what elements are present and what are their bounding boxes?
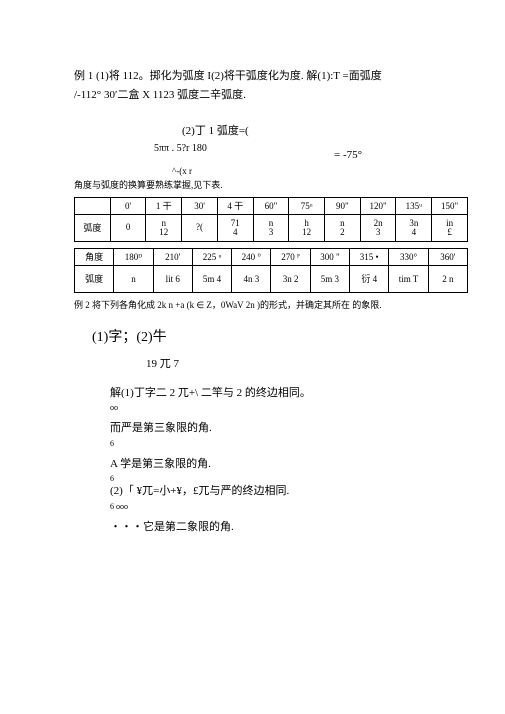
sol-1c-sub: 6 [110,474,471,483]
sol-1b: 而严是第三象限的角. [110,420,471,437]
angle-table-1: 0' 1 干 30' 4 干 60" 75ᵘ 90" 120" 135ᵘ 150… [74,197,468,242]
cell: 360' [428,248,467,265]
eq-result: = -75° [334,148,362,163]
sol-2a: (2)「 ¥兀=小+¥，£兀与严的终边相同. [110,483,471,500]
cell: 210' [153,248,192,265]
cell: h12 [289,214,325,241]
cell: 衍 4 [350,265,389,292]
table-row: 弧度 n lit 6 5m 4 4n 3 3n 2 5m 3 衍 4 tim T… [75,265,468,292]
cell: 150" [432,197,468,214]
cell: n [114,265,153,292]
cell: 714 [217,214,253,241]
cell: 1 干 [146,197,182,214]
cell: 240 ° [232,248,271,265]
cell: 4n 3 [232,265,271,292]
cell: 60" [253,197,289,214]
cell: 330° [389,248,428,265]
sol-1a: 解(1)丁字二 2 兀+\ 二竿与 2 的终边相同。 [110,385,471,402]
eq-line-c: ^-(x r [172,165,471,178]
table-row: 0' 1 干 30' 4 干 60" 75ᵘ 90" 120" 135ᵘ 150… [75,197,468,214]
eq-line-a: (2)丁 1 弧度=( [182,123,471,140]
cell: 0' [110,197,146,214]
cell: 4 干 [217,197,253,214]
cell: 135ᵘ [396,197,432,214]
cell: 3n 2 [271,265,310,292]
cell: 225 ᵘ [192,248,231,265]
cell: lit 6 [153,265,192,292]
table-row: 弧度 0 n12 ?( 714 n3 h12 n2 2n3 3n4 in£ [75,214,468,241]
cell: 2n3 [360,214,396,241]
sol-1b-sub: 6 [110,439,471,448]
cell: 75ᵘ [289,197,325,214]
cell: 120" [360,197,396,214]
cell: n3 [253,214,289,241]
cell: 2 n [428,265,467,292]
angle-table-2: 角度 180ᴰ 210' 225 ᵘ 240 ° 270 ᴾ 300 " 315… [74,248,468,293]
question-parts: (1)字；(2)牛 [92,326,471,346]
cell: ?( [182,214,218,241]
row-label: 弧度 [75,214,111,241]
cell: 角度 [75,248,114,265]
line-p5: 19 兀 7 [146,356,471,373]
eq-line-b: 5ππ . 5?r 180 [154,142,334,156]
example-2: 例 2 将下列各角化成 2k n +a (k ∈ Z，0WaV 2n )的形式，… [74,299,471,313]
cell [75,197,111,214]
paragraph-1b: /-112° 30′二盒 X 1123 弧度二辛弧度. [74,87,471,104]
cell: 3n4 [396,214,432,241]
cell: 30' [182,197,218,214]
cell: 270 ᴾ [271,248,310,265]
row-label: 弧度 [75,265,114,292]
cell: 180ᴰ [114,248,153,265]
cell: 315 • [350,248,389,265]
cell: n2 [325,214,361,241]
sol-2b: ・・・它是第二象限的角. [110,519,471,536]
cell: 0 [110,214,146,241]
table-row: 角度 180ᴰ 210' 225 ᵘ 240 ° 270 ᴾ 300 " 315… [75,248,468,265]
paragraph-1a: 例 1 (1)将 112。掷化为弧度 I(2)将干弧度化为度. 解(1):T =… [74,68,471,85]
cell: 5m 4 [192,265,231,292]
paragraph-3: 角度与弧度的换算要熟练掌握,见下表. [74,179,471,193]
cell: n12 [146,214,182,241]
cell: tim T [389,265,428,292]
cell: 5m 3 [310,265,349,292]
sol-1c: A 学是第三象限的角. [110,456,471,473]
sol-1a-sub: oo [110,403,471,412]
cell: in£ [432,214,468,241]
cell: 300 " [310,248,349,265]
sol-2a-sub: 6 ooo [110,502,471,511]
cell: 90" [325,197,361,214]
